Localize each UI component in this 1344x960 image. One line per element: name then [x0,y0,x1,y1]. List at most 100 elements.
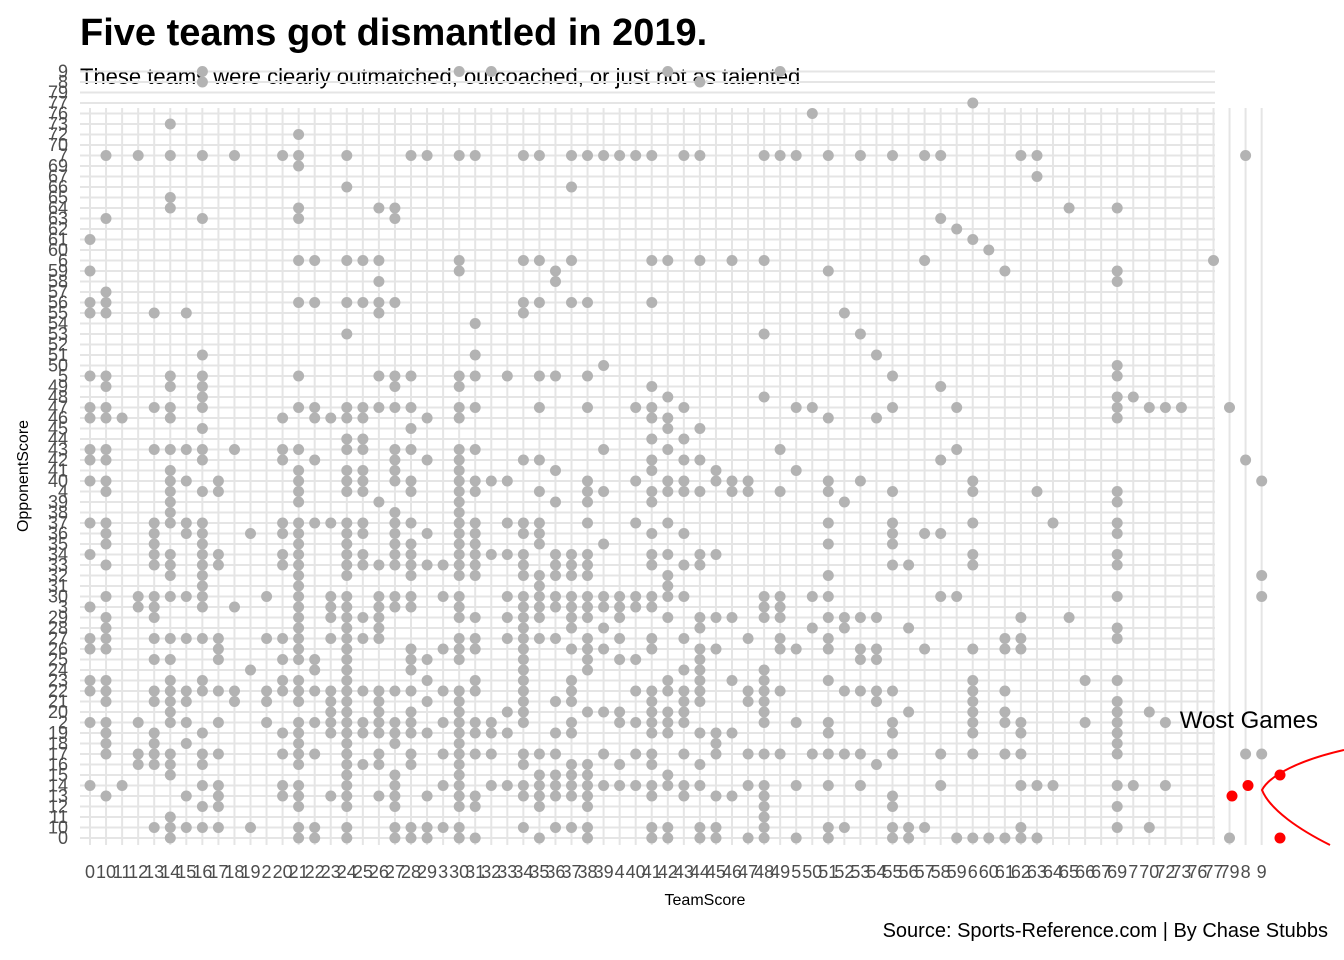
data-point [662,780,674,791]
data-point [646,412,658,424]
x-tick-label: 42 [658,862,678,882]
data-point [887,538,898,550]
data-point [341,465,353,476]
data-point [630,517,642,529]
data-point [1015,633,1027,644]
x-tick-label: 11 [113,862,132,882]
data-point [533,748,545,760]
data-point [389,717,401,728]
data-point [405,748,417,760]
data-point [437,780,449,791]
data-point [453,717,465,728]
data-point [293,780,305,791]
data-point [373,633,385,644]
x-tick-label: 19 [240,862,260,882]
data-point [1031,486,1043,497]
data-point [774,685,786,697]
data-point [646,297,658,308]
data-point [694,696,706,707]
data-point [357,433,369,445]
data-point [1111,549,1123,560]
data-point [341,706,353,718]
data-point [582,654,593,665]
data-point [967,517,979,529]
data-point [1031,780,1043,791]
x-tick-label: 31 [465,862,485,882]
x-tick-label: 4 [615,862,625,882]
data-point [196,675,208,686]
data-point [582,150,593,161]
data-point [437,591,449,602]
x-tick-label: 39 [594,862,614,882]
data-point [1111,696,1123,707]
data-point [212,748,224,760]
data-point [822,748,834,760]
data-point [694,150,706,161]
data-point [646,381,658,392]
data-point [293,696,305,707]
y-tick-label: 57 [48,282,68,302]
data-point [196,559,208,571]
x-tick-label: 6 [968,862,978,882]
data-point [389,780,401,791]
data-point [646,759,658,770]
data-point [389,444,401,455]
data-point [822,265,834,277]
data-point [148,549,160,560]
data-point [469,559,481,571]
x-tick-label: 53 [850,862,870,882]
data-point [132,717,144,728]
data-point [196,76,208,88]
x-tick-label: 57 [915,862,935,882]
data-point [164,748,176,760]
x-tick-label: 44 [690,862,710,882]
data-point [1224,832,1235,844]
x-tick-label: 35 [529,862,549,882]
data-point [517,297,529,308]
y-tick-label: 64 [48,198,68,218]
data-point [871,654,882,665]
data-point [341,150,353,161]
data-point [614,780,626,791]
data-point [469,643,481,655]
data-point [598,748,610,760]
data-point [341,549,353,560]
data-point [453,654,465,665]
data-point [293,601,305,613]
data-point [389,381,401,392]
data-point [726,790,738,802]
data-point [469,675,481,686]
data-point [325,601,337,613]
data-point [196,486,208,497]
data-point [453,748,465,760]
data-point [405,643,417,655]
x-tick-label: 33 [497,862,517,882]
data-point [566,549,577,560]
data-point [887,822,898,833]
data-point [598,486,610,497]
data-point [100,444,112,455]
data-point [1111,496,1123,508]
data-point [566,685,577,697]
data-point [790,832,802,844]
data-point [967,486,979,497]
x-tick-label: 8 [1241,862,1251,882]
data-point [1111,801,1123,812]
data-point [453,370,465,382]
data-point [1175,402,1187,413]
data-point [341,822,353,833]
data-point [1111,633,1123,644]
data-point [694,822,706,833]
data-point [951,591,963,602]
data-point [164,486,176,497]
data-point [325,790,337,802]
data-point [100,748,112,760]
data-point [164,633,176,644]
data-point [967,475,979,487]
data-point [453,517,465,529]
data-point [838,622,850,634]
data-point [517,570,529,581]
data-point [229,601,240,613]
x-tick-label: 22 [305,862,325,882]
data-point [678,706,690,718]
